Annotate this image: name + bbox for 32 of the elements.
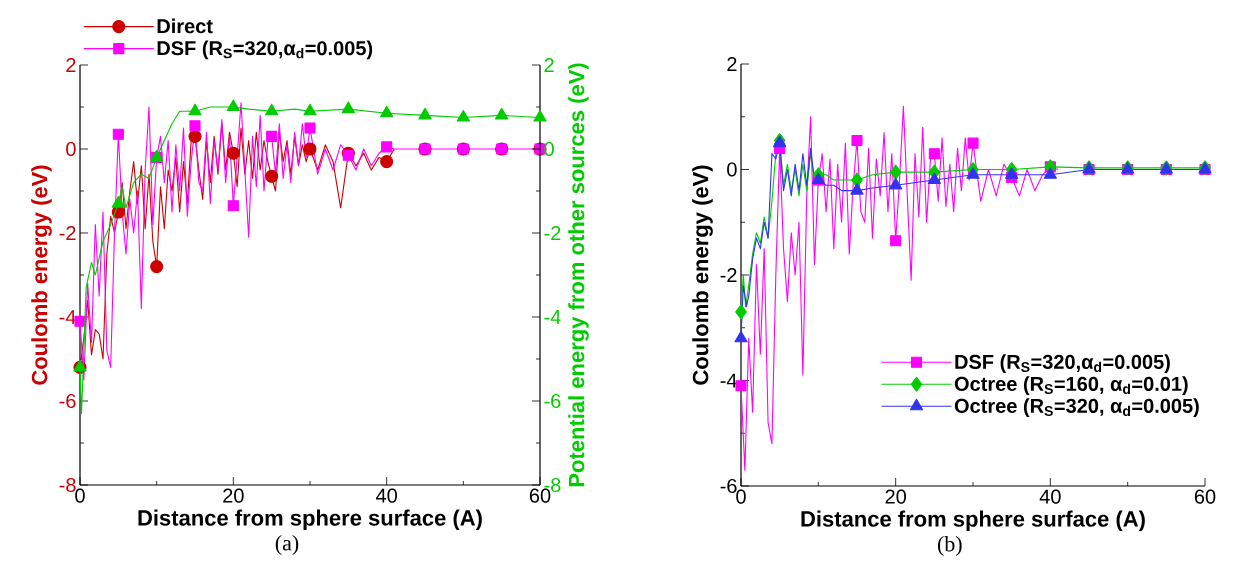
y-tick-label: -4 xyxy=(59,310,76,324)
text: (b) xyxy=(937,536,962,556)
y-tick-label: 0 xyxy=(727,162,737,177)
y-tick-label: -4 xyxy=(720,373,737,388)
legend-label: DSF (R$_{S}$=320,α$_{d}$=0.005) xyxy=(157,40,373,60)
y2-tick-label: -6 xyxy=(544,393,561,409)
x-tick-label: 60 xyxy=(1194,489,1216,504)
y2-tick-label: 2 xyxy=(544,58,554,72)
y-tick-label: -6 xyxy=(59,393,76,409)
text: (a) xyxy=(275,535,299,555)
y-axis-title: Coulomb energy (eV) xyxy=(31,165,52,385)
y-tick-label: -2 xyxy=(720,268,737,282)
legend-label: DSF (R$_{S}$=320,α$_{d}$=0.005) xyxy=(955,354,1170,373)
y-tick-label: 2 xyxy=(66,58,76,72)
y-tick-label: -2 xyxy=(59,226,76,240)
y-tick-label: 0 xyxy=(66,141,76,157)
y2-axis-title: Potential energy from other sources (eV) xyxy=(568,63,589,487)
legend-label: Octree (R$_{S}$=160, α$_{d}$=0.01) xyxy=(954,376,1188,395)
x-tick-label: 40 xyxy=(1039,489,1061,504)
y-tick-label: -6 xyxy=(720,478,737,494)
x-tick-label: 20 xyxy=(885,489,907,504)
y2-tick-label: -2 xyxy=(544,226,561,240)
y2-tick-label: -4 xyxy=(544,310,561,324)
x-axis-title: Distance from sphere surface (A) xyxy=(138,509,482,531)
y-tick-label: 2 xyxy=(727,57,737,71)
legend-label: Direct xyxy=(157,18,213,34)
x-axis-title: Distance from sphere surface (A) xyxy=(801,510,1145,532)
x-tick-label: 20 xyxy=(223,488,244,503)
y-tick-label: -8 xyxy=(59,477,76,493)
x-tick-label: 40 xyxy=(376,488,397,503)
legend-label: Octree (R$_{S}$=320, α$_{d}$=0.005) xyxy=(954,398,1199,417)
y-axis-title: Coulomb energy (eV) xyxy=(692,165,713,385)
